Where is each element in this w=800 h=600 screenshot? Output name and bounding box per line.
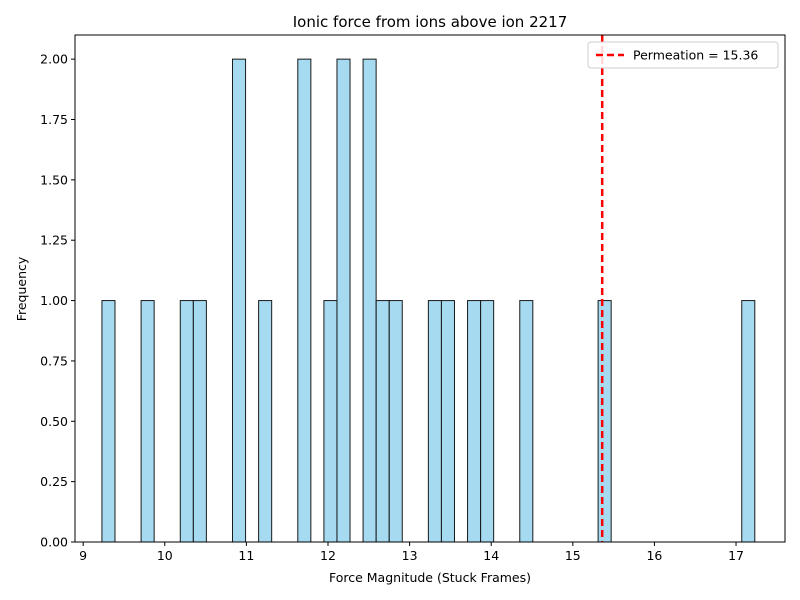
histogram-bar-18 [741,300,756,543]
y-tick-label: 0.75 [40,353,68,368]
histogram-bar-7 [323,300,338,543]
x-tick-label: 12 [320,548,336,563]
y-tick-label: 0.50 [40,414,68,429]
histogram-bar-1 [140,300,155,543]
x-axis-label: Force Magnitude (Stuck Frames) [329,570,531,585]
histogram-bar-17 [597,300,612,543]
y-tick-label: 1.00 [40,293,68,308]
x-tick-label: 13 [402,548,418,563]
y-tick-label: 0.00 [40,535,68,550]
histogram-bar-11 [388,300,403,543]
y-tick-label: 0.25 [40,474,68,489]
x-tick-label: 17 [728,548,744,563]
histogram-bar-2 [179,300,194,543]
histogram-bar-6 [297,58,312,543]
y-axis-ticks: 0.00 0.25 0.50 0.75 1.00 1.25 1.50 1.75 2.00 [40,52,75,550]
x-tick-label: 9 [79,548,87,563]
histogram-bar-3 [192,300,207,543]
histogram-bar-5 [258,300,273,543]
histogram-bar-15 [480,300,495,543]
x-tick-label: 10 [157,548,173,563]
axes-frame [74,34,786,543]
legend: Permeation = 15.36 [587,41,779,69]
x-axis-ticks: 9 10 11 12 13 14 15 16 17 [79,542,744,563]
histogram-bar-9 [362,58,377,543]
x-tick-label: 11 [238,548,254,563]
histogram-bar-8 [336,58,351,543]
x-tick-label: 14 [483,548,499,563]
y-tick-label: 2.00 [40,52,68,67]
histogram-bar-16 [519,300,534,543]
legend-box [587,41,779,69]
histogram-bar-10 [375,300,390,543]
histogram-bar-14 [467,300,482,543]
legend-label: Permeation = 15.36 [633,48,758,63]
y-tick-label: 1.50 [40,172,68,187]
x-tick-label: 15 [565,548,581,563]
histogram-bar-0 [101,300,116,543]
y-tick-label: 1.75 [40,112,68,127]
chart-title: Ionic force from ions above ion 2217 [293,13,568,31]
histogram-bar-13 [440,300,455,543]
histogram-bar-4 [232,58,247,543]
y-tick-label: 1.25 [40,233,68,248]
x-tick-label: 16 [646,548,662,563]
histogram-bar-12 [427,300,442,543]
bars-layer [101,58,756,543]
y-axis-label: Frequency [14,256,29,321]
